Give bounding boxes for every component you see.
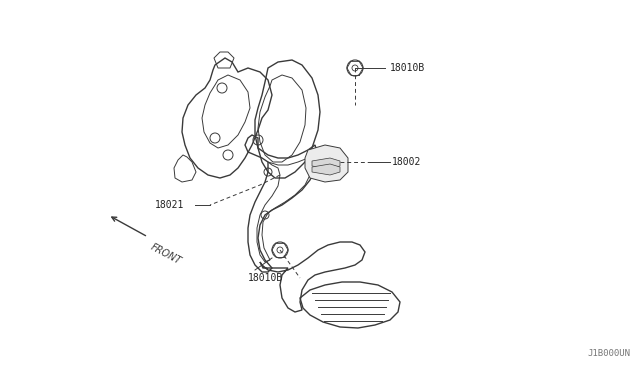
Text: J1B000UN: J1B000UN bbox=[587, 349, 630, 358]
Text: 18010B: 18010B bbox=[390, 63, 425, 73]
Text: 18021: 18021 bbox=[155, 200, 184, 210]
Text: FRONT: FRONT bbox=[148, 242, 182, 266]
Polygon shape bbox=[305, 145, 348, 182]
Polygon shape bbox=[312, 158, 340, 169]
Text: 18002: 18002 bbox=[392, 157, 421, 167]
Polygon shape bbox=[312, 164, 340, 175]
Text: 18010B: 18010B bbox=[248, 273, 284, 283]
